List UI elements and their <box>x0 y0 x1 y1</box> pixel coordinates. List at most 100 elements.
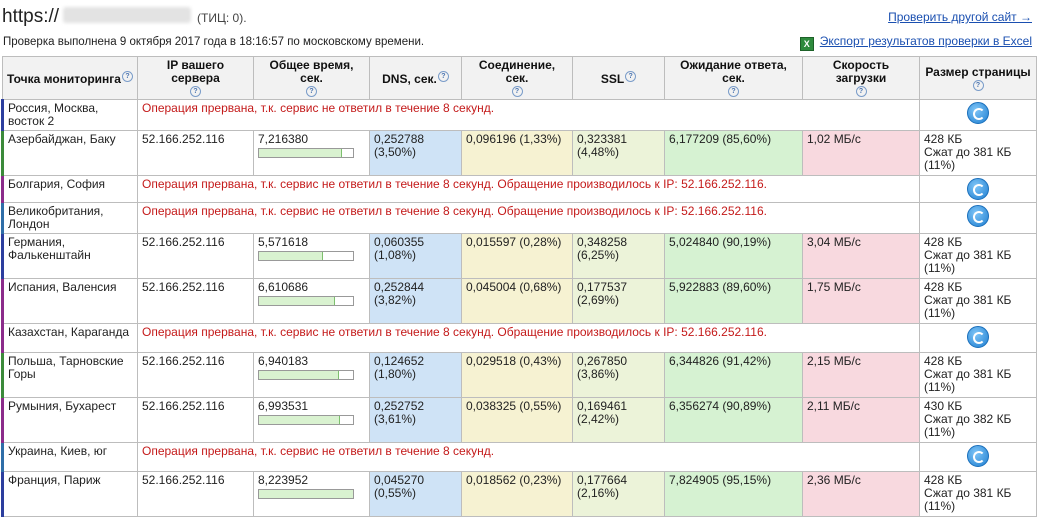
connection-time: 0,029518 (0,43%) <box>461 352 573 398</box>
table-row: Азербайджан, Баку 52.166.252.116 7,21638… <box>1 130 1037 176</box>
col-wait: Ожидание ответа, сек.? <box>664 56 803 100</box>
monitoring-point: Польша, Тарновские Горы <box>1 352 138 398</box>
connection-time: 0,015597 (0,28%) <box>461 233 573 279</box>
dns-time: 0,252788 (3,50%) <box>369 130 462 176</box>
total-time-bar <box>258 370 354 380</box>
error-message: Операция прервана, т.к. сервис не ответи… <box>137 99 920 131</box>
col-point: Точка мониторинга? <box>2 56 138 100</box>
download-speed: 3,04 МБ/с <box>802 233 920 279</box>
site-url: https:// (ТИЦ: 0). <box>2 6 247 28</box>
connection-time: 0,038325 (0,55%) <box>461 397 573 443</box>
connection-time: 0,045004 (0,68%) <box>461 278 573 324</box>
page-size: 428 КБ Сжат до 381 КБ (11%) <box>919 471 1037 517</box>
monitoring-point: Франция, Париж <box>1 471 138 517</box>
wait-time: 5,922883 (89,60%) <box>664 278 803 324</box>
monitoring-point: Болгария, София <box>1 175 138 203</box>
wait-time: 6,177209 (85,60%) <box>664 130 803 176</box>
ssl-time: 0,177664 (2,16%) <box>572 471 665 517</box>
total-time-bar <box>258 415 354 425</box>
download-speed: 2,15 МБ/с <box>802 352 920 398</box>
table-header-row: Точка мониторинга? IP вашего сервера? Об… <box>2 56 1037 100</box>
col-ip: IP вашего сервера? <box>137 56 254 100</box>
dns-time: 0,252752 (3,61%) <box>369 397 462 443</box>
server-ip: 52.166.252.116 <box>137 278 254 324</box>
table-row: Германия, Фалькенштайн 52.166.252.116 5,… <box>1 233 1037 279</box>
server-ip: 52.166.252.116 <box>137 352 254 398</box>
table-row: Болгария, София Операция прервана, т.к. … <box>1 175 1037 203</box>
table-row: Великобритания, Лондон Операция прервана… <box>1 202 1037 234</box>
server-ip: 52.166.252.116 <box>137 471 254 517</box>
table-row: Румыния, Бухарест 52.166.252.116 6,99353… <box>1 397 1037 443</box>
help-icon[interactable]: ? <box>511 86 523 97</box>
dns-time: 0,060355 (1,08%) <box>369 233 462 279</box>
ssl-time: 0,177537 (2,69%) <box>572 278 665 324</box>
table-row: Казахстан, Караганда Операция прервана, … <box>1 323 1037 353</box>
server-ip: 52.166.252.116 <box>137 397 254 443</box>
excel-icon: X <box>799 37 814 51</box>
export-excel-label: Экспорт результатов проверки в Excel <box>819 34 1032 48</box>
table-row: Украина, Киев, юг Операция прервана, т.к… <box>1 442 1037 472</box>
total-time-bar <box>258 251 354 261</box>
total-time-bar <box>258 489 354 499</box>
page-size: 428 КБ Сжат до 381 КБ (11%) <box>919 352 1037 398</box>
server-ip: 52.166.252.116 <box>137 130 254 176</box>
help-icon[interactable]: ? <box>190 86 201 97</box>
ssl-time: 0,323381 (4,48%) <box>572 130 665 176</box>
download-speed: 2,11 МБ/с <box>802 397 920 443</box>
download-speed: 1,02 МБ/с <box>802 130 920 176</box>
check-other-site-link[interactable]: Проверить другой сайт → <box>888 10 1032 24</box>
monitoring-point: Азербайджан, Баку <box>1 130 138 176</box>
wait-time: 7,824905 (95,15%) <box>664 471 803 517</box>
error-message: Операция прервана, т.к. сервис не ответи… <box>137 175 920 203</box>
col-ssl: SSL? <box>572 56 665 100</box>
ssl-time: 0,267850 (3,86%) <box>572 352 665 398</box>
dns-time: 0,124652 (1,80%) <box>369 352 462 398</box>
download-speed: 1,75 МБ/с <box>802 278 920 324</box>
site-url-prefix: https:// <box>2 6 60 27</box>
table-row: Испания, Валенсия 52.166.252.116 6,61068… <box>1 278 1037 324</box>
wait-time: 6,344826 (91,42%) <box>664 352 803 398</box>
refresh-icon[interactable] <box>967 178 989 200</box>
table-row: Франция, Париж 52.166.252.116 8,223952 0… <box>1 471 1037 517</box>
dns-time: 0,045270 (0,55%) <box>369 471 462 517</box>
refresh-icon[interactable] <box>967 205 989 227</box>
monitoring-point: Германия, Фалькенштайн <box>1 233 138 279</box>
refresh-icon[interactable] <box>967 445 989 467</box>
wait-time: 5,024840 (90,19%) <box>664 233 803 279</box>
page-size: 428 КБ Сжат до 381 КБ (11%) <box>919 278 1037 324</box>
help-icon[interactable]: ? <box>625 70 637 82</box>
monitoring-point: Испания, Валенсия <box>1 278 138 324</box>
refresh-icon[interactable] <box>967 102 989 124</box>
page-size: 430 КБ Сжат до 382 КБ (11%) <box>919 397 1037 443</box>
help-icon[interactable]: ? <box>972 79 984 91</box>
total-time: 5,571618 <box>253 233 370 279</box>
server-ip: 52.166.252.116 <box>137 233 254 279</box>
help-icon[interactable]: ? <box>121 70 133 82</box>
help-icon[interactable]: ? <box>437 70 449 82</box>
help-icon[interactable]: ? <box>728 86 739 97</box>
ssl-time: 0,348258 (6,25%) <box>572 233 665 279</box>
col-connection: Соединение, сек.? <box>461 56 573 100</box>
export-excel-link[interactable]: X Экспорт результатов проверки в Excel <box>799 34 1032 51</box>
total-time: 8,223952 <box>253 471 370 517</box>
page-size: 428 КБ Сжат до 381 КБ (11%) <box>919 130 1037 176</box>
total-time: 6,610686 <box>253 278 370 324</box>
error-message: Операция прервана, т.к. сервис не ответи… <box>137 442 920 472</box>
refresh-icon[interactable] <box>967 326 989 348</box>
total-time-bar <box>258 296 354 306</box>
error-message: Операция прервана, т.к. сервис не ответи… <box>137 323 920 353</box>
monitoring-point: Украина, Киев, юг <box>1 442 138 472</box>
help-icon[interactable]: ? <box>855 86 867 97</box>
tic-value: (ТИЦ: 0). <box>197 11 247 25</box>
help-icon[interactable]: ? <box>306 86 317 97</box>
col-total: Общее время, сек.? <box>253 56 370 100</box>
col-dns: DNS, сек.? <box>369 56 462 100</box>
total-time: 6,940183 <box>253 352 370 398</box>
dns-time: 0,252844 (3,82%) <box>369 278 462 324</box>
table-row: Польша, Тарновские Горы 52.166.252.116 6… <box>1 352 1037 398</box>
check-info-text: Проверка выполнена 9 октября 2017 года в… <box>3 36 425 48</box>
connection-time: 0,096196 (1,33%) <box>461 130 573 176</box>
col-speed: Скорость загрузки? <box>802 56 920 100</box>
total-time-bar <box>258 148 354 158</box>
page-size: 428 КБ Сжат до 381 КБ (11%) <box>919 233 1037 279</box>
